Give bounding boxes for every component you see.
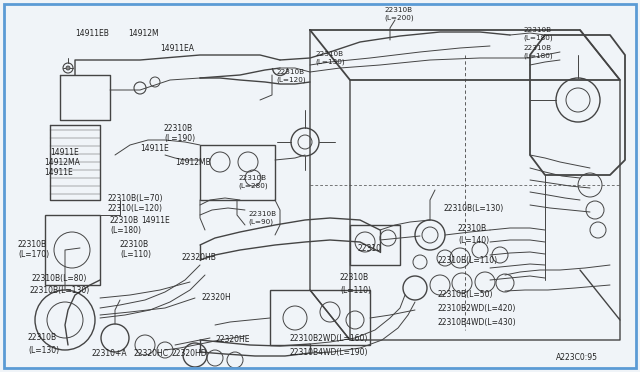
Text: 14912MA: 14912MA [44,157,80,167]
Bar [200,145,275,200]
Text: 22310B4WD(L=190): 22310B4WD(L=190) [290,347,369,356]
Text: 22310B(L=80): 22310B(L=80) [32,273,88,282]
Text: 22310B2WD(L=420): 22310B2WD(L=420) [437,304,515,312]
Text: 14911EA: 14911EA [160,44,194,52]
Text: 22310B
(L=180): 22310B (L=180) [523,45,552,59]
Text: 22310B(L=130): 22310B(L=130) [444,203,504,212]
Text: (L=140): (L=140) [458,235,489,244]
Text: (L=110): (L=110) [340,285,371,295]
Text: 22310B: 22310B [164,124,193,132]
Text: (L=170): (L=170) [18,250,49,259]
Text: (L=130): (L=130) [28,346,59,355]
Text: 22310B: 22310B [458,224,487,232]
Text: 22310B(L=70): 22310B(L=70) [108,193,163,202]
Text: 14911E: 14911E [44,167,73,176]
Text: A223C0:95: A223C0:95 [556,353,598,362]
Text: 22310B(L=50): 22310B(L=50) [437,291,493,299]
Text: 22310B
(L=180): 22310B (L=180) [523,27,552,41]
Text: (L=110): (L=110) [120,250,151,259]
Text: 22310B: 22310B [340,273,369,282]
Text: 22310B: 22310B [120,240,149,248]
Bar [350,225,400,265]
Text: 22310B2WD(L=160): 22310B2WD(L=160) [290,334,369,343]
Text: 22310B: 22310B [28,334,57,343]
Text: 14912MB: 14912MB [175,157,211,167]
Text: 14911EB: 14911EB [75,29,109,38]
Text: 22310B(L=110): 22310B(L=110) [437,256,497,264]
Text: 22310B
(L=280): 22310B (L=280) [238,175,268,189]
Bar [45,215,100,285]
Text: 22310B
(L=90): 22310B (L=90) [248,211,276,225]
Text: 22310B
(L=200): 22310B (L=200) [384,7,413,21]
Text: 22310B
(L=130): 22310B (L=130) [315,51,344,65]
Text: 22310B: 22310B [18,240,47,248]
Text: 22310: 22310 [357,244,381,253]
Text: 22310B: 22310B [110,215,139,224]
Text: 22320HC: 22320HC [133,350,168,359]
Bar [270,290,370,345]
Text: 22320HD: 22320HD [172,350,207,359]
Circle shape [66,66,70,70]
Text: 14911E: 14911E [141,215,170,224]
Text: 22320H: 22320H [202,294,232,302]
Text: (L=190): (L=190) [164,134,195,142]
Text: 14912M: 14912M [128,29,159,38]
Text: 22320HB: 22320HB [182,253,217,263]
Text: 22310+A: 22310+A [92,350,127,359]
Text: 22310B(L=130): 22310B(L=130) [30,285,90,295]
Text: 22310B
(L=120): 22310B (L=120) [276,69,306,83]
Text: 14911E: 14911E [140,144,169,153]
Text: 14911E: 14911E [50,148,79,157]
Text: 22310B4WD(L=430): 22310B4WD(L=430) [437,317,516,327]
Text: 22310(L=120): 22310(L=120) [108,203,163,212]
Text: 22320HE: 22320HE [216,336,250,344]
Text: (L=180): (L=180) [110,225,141,234]
